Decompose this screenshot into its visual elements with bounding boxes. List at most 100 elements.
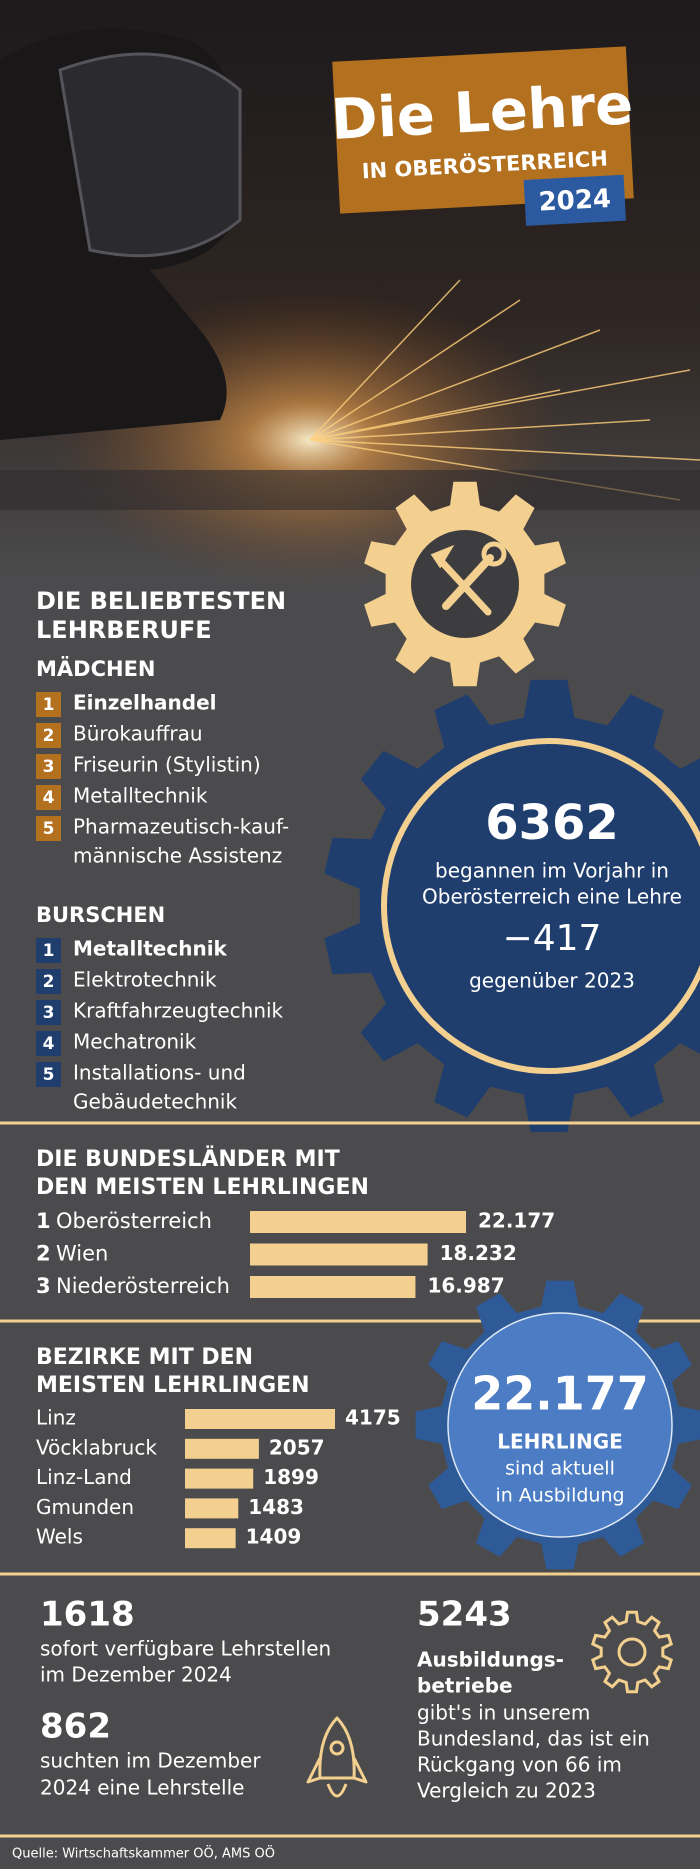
bar xyxy=(185,1409,335,1429)
bar xyxy=(185,1468,254,1489)
bar xyxy=(185,1438,259,1459)
bar-value: 1483 xyxy=(248,1495,304,1519)
district-name: Linz-Land xyxy=(36,1465,132,1489)
section-title: LEHRBERUFE xyxy=(36,616,212,644)
wrench-icon xyxy=(442,554,494,610)
state-name: Niederösterreich xyxy=(56,1274,230,1298)
apprentices-label: LEHRLINGE xyxy=(497,1430,623,1454)
rank-box xyxy=(36,692,61,717)
profession: männische Assistenz xyxy=(73,844,282,868)
title: Die Lehre xyxy=(329,72,634,153)
rank: 3 xyxy=(36,1274,51,1298)
stat-text: suchten im Dezember xyxy=(40,1749,261,1773)
profession: Installations- und xyxy=(73,1061,246,1085)
starts-text: begannen im Vorjahr in xyxy=(435,859,669,883)
bar-value: 4175 xyxy=(345,1406,401,1430)
rank-box xyxy=(36,754,61,779)
stat-number: 862 xyxy=(40,1707,111,1747)
small-gear-inner xyxy=(447,1312,673,1538)
bar xyxy=(185,1498,239,1519)
bar-value: 18.232 xyxy=(440,1241,517,1265)
rank-box xyxy=(36,723,61,748)
state-name: Wien xyxy=(56,1242,108,1266)
starts-number: 6362 xyxy=(485,795,619,851)
title-box xyxy=(332,46,634,214)
stat-text: im Dezember 2024 xyxy=(40,1663,232,1687)
profession: Elektrotechnik xyxy=(73,968,217,992)
district-name: Linz xyxy=(36,1406,76,1430)
source: Quelle: Wirtschaftskammer OÖ, AMS OÖ xyxy=(12,1845,275,1862)
apprentices-text: in Ausbildung xyxy=(495,1485,624,1507)
starts-text: Oberösterreich eine Lehre xyxy=(422,885,682,909)
profession: Kraftfahrzeugtechnik xyxy=(73,999,284,1023)
bar-value: 2057 xyxy=(269,1435,325,1459)
state-name: Oberösterreich xyxy=(56,1209,212,1233)
rank: 5 xyxy=(43,1065,55,1085)
rank-box xyxy=(36,969,61,994)
wrench-head xyxy=(481,541,507,567)
gear-icon-hub xyxy=(617,1637,647,1667)
rank: 4 xyxy=(43,788,55,808)
rank-box xyxy=(36,816,61,841)
apprentices-text: sind aktuell xyxy=(505,1458,615,1480)
year-box xyxy=(523,174,626,226)
stat-text: Vergleich zu 2023 xyxy=(417,1779,596,1803)
stat-number: 5243 xyxy=(417,1595,512,1635)
section-title: MEISTEN LEHRLINGEN xyxy=(36,1373,310,1398)
rank-box xyxy=(36,938,61,963)
bar xyxy=(250,1211,466,1233)
district-name: Vöcklabruck xyxy=(36,1435,157,1459)
welding-mask xyxy=(58,52,242,258)
rank: 3 xyxy=(43,1003,55,1023)
profession: Mechatronik xyxy=(73,1030,197,1054)
workbench xyxy=(0,470,700,510)
rank-box xyxy=(36,785,61,810)
section-title: BEZIRKE MIT DEN xyxy=(36,1345,253,1370)
profession: Metalltechnik xyxy=(73,937,228,961)
rank-box xyxy=(36,1062,61,1087)
bar-value: 16.987 xyxy=(427,1274,504,1298)
bar-value: 1899 xyxy=(263,1465,319,1489)
stat-text: 2024 eine Lehrstelle xyxy=(40,1776,244,1800)
stat-text: Rückgang von 66 im xyxy=(417,1753,622,1777)
district-name: Gmunden xyxy=(36,1495,134,1519)
profession: Einzelhandel xyxy=(73,691,217,715)
rank: 4 xyxy=(43,1034,55,1054)
stat-text: Bundesland, das ist ein xyxy=(417,1727,650,1751)
rocket-window xyxy=(329,1740,345,1756)
rank: 2 xyxy=(43,972,55,992)
bar xyxy=(185,1528,236,1549)
bar-value: 1409 xyxy=(246,1525,302,1549)
bar-value: 22.177 xyxy=(478,1209,555,1233)
gear-icon xyxy=(590,1610,674,1694)
rank: 1 xyxy=(43,941,55,961)
rank: 1 xyxy=(36,1209,51,1233)
big-gear-ring xyxy=(381,738,700,1074)
starts-change-label: gegenüber 2023 xyxy=(469,969,635,993)
section-title: DEN MEISTEN LEHRLINGEN xyxy=(36,1175,369,1200)
profession: Gebäudetechnik xyxy=(73,1090,237,1114)
rank: 2 xyxy=(36,1242,51,1266)
profession: Friseurin (Stylistin) xyxy=(73,753,261,777)
section-title: DIE BELIEBTESTEN xyxy=(36,587,286,615)
group-title: BURSCHEN xyxy=(36,903,165,927)
stat-text-bold: betriebe xyxy=(417,1674,513,1698)
rocket-icon xyxy=(306,1716,368,1798)
district-name: Wels xyxy=(36,1525,83,1549)
rank: 2 xyxy=(43,726,55,746)
profession: Pharmazeutisch-kauf- xyxy=(73,815,289,839)
apprentices-number: 22.177 xyxy=(471,1367,649,1421)
stat-number: 1618 xyxy=(40,1595,135,1635)
stat-text-bold: Ausbildungs- xyxy=(417,1648,564,1672)
rank: 3 xyxy=(43,757,55,777)
year: 2024 xyxy=(538,184,612,218)
group-title: MÄDCHEN xyxy=(36,656,156,681)
stat-text: gibt's in unserem xyxy=(417,1701,590,1725)
rank-box xyxy=(36,1031,61,1056)
section-title: DIE BUNDESLÄNDER MIT xyxy=(36,1146,340,1172)
profession: Metalltechnik xyxy=(73,784,208,808)
